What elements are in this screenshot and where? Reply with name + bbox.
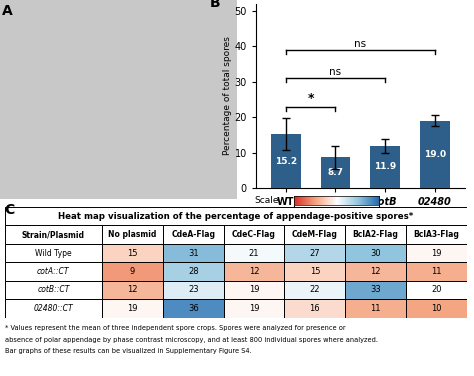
Bar (5, 207, 467, 225)
Text: 30: 30 (370, 249, 381, 258)
Bar (271, 134, 301, 188)
Text: cotB::CT: cotB::CT (37, 285, 70, 294)
Bar (163, 262, 224, 281)
Bar (345, 244, 406, 262)
Text: *: * (307, 92, 314, 105)
Bar (345, 281, 406, 299)
Bar (284, 299, 345, 318)
Text: Wild Type: Wild Type (35, 249, 72, 258)
Text: 19: 19 (249, 285, 259, 294)
Bar (406, 262, 467, 281)
Text: C: C (5, 203, 15, 217)
Text: cotA::CT: cotA::CT (37, 267, 70, 276)
Bar (345, 299, 406, 318)
Bar (102, 281, 163, 299)
Text: ns: ns (354, 39, 366, 49)
Bar (5, 244, 102, 262)
Bar (5, 281, 102, 299)
Bar (224, 262, 284, 281)
Text: Bar graphs of these results can be visualized in Supplementary Figure S4.: Bar graphs of these results can be visua… (5, 348, 252, 354)
Text: 02480::CT: 02480::CT (34, 304, 73, 313)
Bar (284, 225, 345, 244)
Text: ns: ns (329, 67, 341, 77)
Text: CdeM-Flag: CdeM-Flag (292, 230, 338, 239)
Text: 33: 33 (370, 285, 381, 294)
Text: 19: 19 (431, 249, 442, 258)
Bar (102, 244, 163, 262)
Bar (224, 244, 284, 262)
Bar (163, 225, 224, 244)
Text: 15: 15 (127, 249, 137, 258)
Bar (284, 244, 345, 262)
Text: Heat map visualization of the percentage of appendage-positive spores*: Heat map visualization of the percentage… (58, 212, 413, 221)
Bar (420, 121, 450, 188)
Text: 28: 28 (188, 267, 199, 276)
Bar (5, 262, 102, 281)
Text: BclA3-Flag: BclA3-Flag (413, 230, 459, 239)
Text: 9: 9 (130, 267, 135, 276)
Text: 19: 19 (249, 304, 259, 313)
Bar (102, 262, 163, 281)
Text: 16: 16 (310, 304, 320, 313)
Text: 8.7: 8.7 (328, 168, 343, 177)
Bar (5, 225, 102, 244)
Text: 21: 21 (249, 249, 259, 258)
Text: 10: 10 (431, 304, 442, 313)
Text: 11.9: 11.9 (374, 162, 396, 171)
Text: 11: 11 (370, 304, 381, 313)
Bar (102, 225, 163, 244)
Bar (320, 157, 350, 188)
Text: 12: 12 (370, 267, 381, 276)
Text: A: A (2, 4, 13, 18)
Text: 15.2: 15.2 (275, 156, 297, 165)
Text: absence of polar appendage by phase contrast microscopy, and at least 800 indivi: absence of polar appendage by phase cont… (5, 337, 378, 343)
Text: 27: 27 (310, 249, 320, 258)
Bar (370, 146, 400, 188)
Text: B: B (210, 0, 221, 11)
Bar (406, 299, 467, 318)
Bar (163, 281, 224, 299)
Bar (284, 262, 345, 281)
Bar (406, 281, 467, 299)
Text: 23: 23 (188, 285, 199, 294)
Text: 36: 36 (188, 304, 199, 313)
Bar (284, 281, 345, 299)
Text: 19.0: 19.0 (424, 150, 446, 159)
Text: Scale: Scale (254, 196, 279, 205)
Bar (345, 262, 406, 281)
Bar (102, 299, 163, 318)
Text: 20: 20 (431, 285, 442, 294)
Text: 12: 12 (249, 267, 259, 276)
Text: 12: 12 (127, 285, 137, 294)
Text: 22: 22 (310, 285, 320, 294)
Text: BclA2-Flag: BclA2-Flag (353, 230, 399, 239)
Text: * Values represent the mean of three independent spore crops. Spores were analyz: * Values represent the mean of three ind… (5, 325, 346, 331)
Text: 11: 11 (431, 267, 442, 276)
Text: 19: 19 (127, 304, 137, 313)
Text: No plasmid: No plasmid (108, 230, 156, 239)
Bar (224, 281, 284, 299)
Text: 15: 15 (310, 267, 320, 276)
Text: CdeA-Flag: CdeA-Flag (171, 230, 215, 239)
Bar (345, 225, 406, 244)
Bar (163, 244, 224, 262)
Bar (406, 225, 467, 244)
Bar (406, 244, 467, 262)
Text: Strain/Plasmid: Strain/Plasmid (22, 230, 85, 239)
Text: CdeC-Flag: CdeC-Flag (232, 230, 276, 239)
Y-axis label: Percentage of total spores: Percentage of total spores (223, 36, 232, 155)
Bar (224, 299, 284, 318)
Bar (5, 299, 102, 318)
Text: 31: 31 (188, 249, 199, 258)
Bar (163, 299, 224, 318)
Bar (224, 225, 284, 244)
